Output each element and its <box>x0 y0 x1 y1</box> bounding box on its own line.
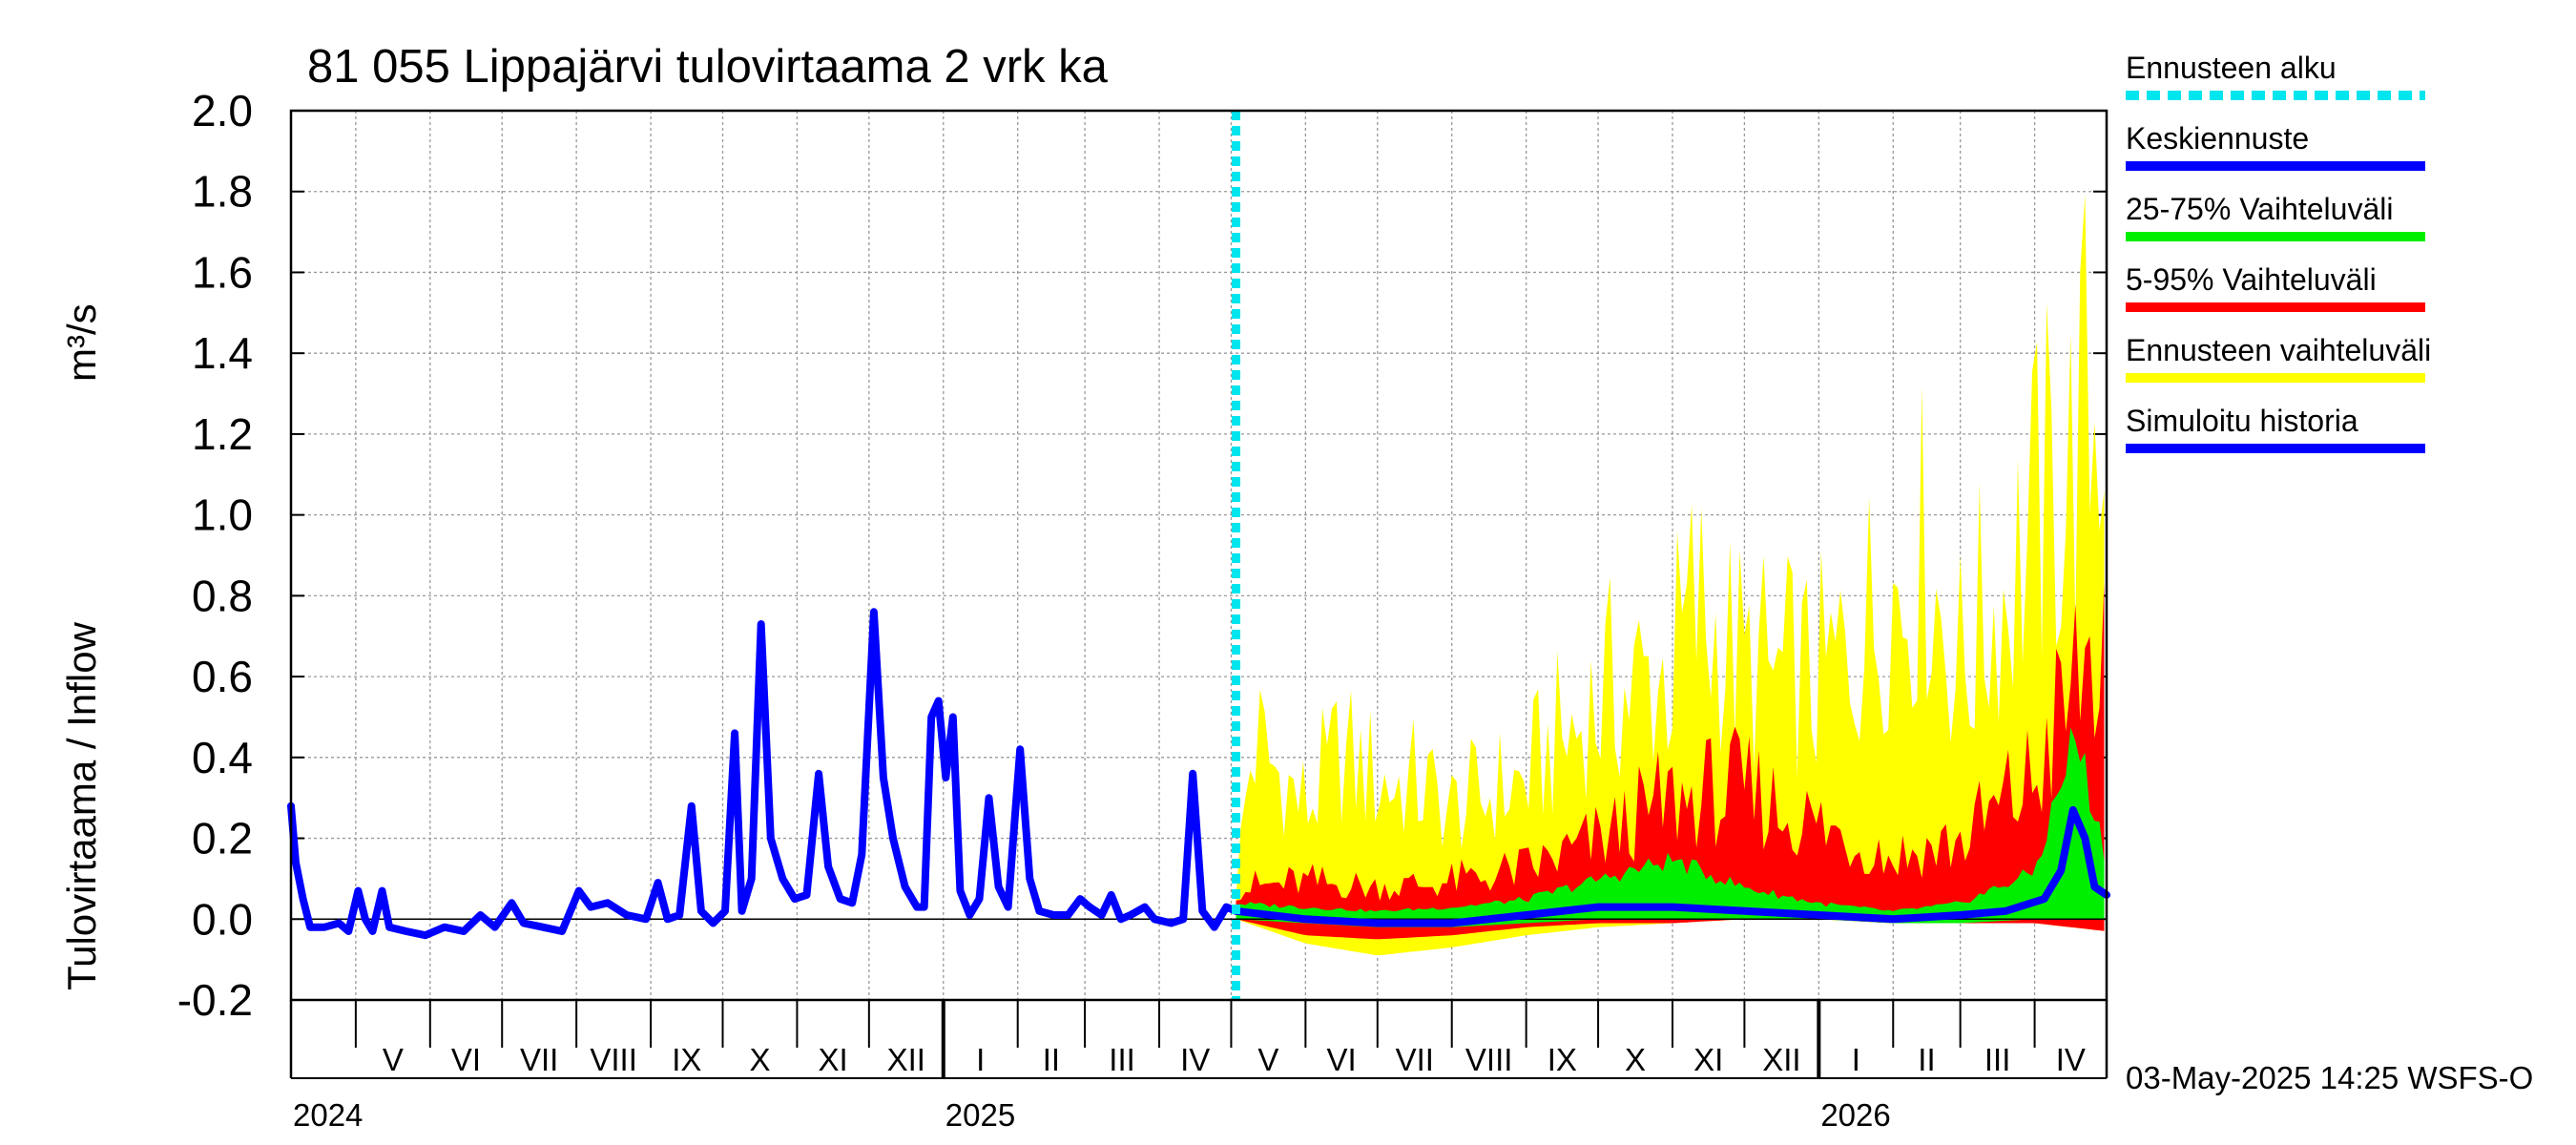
month-label: VIII <box>590 1042 637 1077</box>
year-label: 2024 <box>293 1097 363 1133</box>
y-tick-label: 1.6 <box>192 247 253 297</box>
month-label: IX <box>672 1042 701 1077</box>
month-label: II <box>1918 1042 1935 1077</box>
month-label: VII <box>1396 1042 1434 1077</box>
y-tick-label: 1.4 <box>192 328 253 378</box>
legend-item: 25-75% Vaihteluväli <box>2126 192 2425 241</box>
month-label: III <box>1984 1042 2011 1077</box>
legend-item: Ennusteen vaihteluväli <box>2126 333 2431 383</box>
month-label: V <box>1257 1042 1278 1077</box>
y-tick-label: 0.6 <box>192 652 253 701</box>
month-label: V <box>383 1042 404 1077</box>
y-tick-label: 0.2 <box>192 814 253 864</box>
legend-label: Ennusteen alku <box>2126 51 2337 85</box>
month-label: IV <box>2056 1042 2086 1077</box>
legend-label: Keskiennuste <box>2126 121 2309 156</box>
y-tick-label: 1.8 <box>192 167 253 217</box>
month-label: VIII <box>1465 1042 1513 1077</box>
month-label: I <box>976 1042 985 1077</box>
plot-border <box>289 109 2109 1002</box>
y-tick-label: 0.4 <box>192 733 253 782</box>
chart-title: 81 055 Lippajärvi tulovirtaama 2 vrk ka <box>307 41 1109 93</box>
month-label: X <box>749 1042 770 1077</box>
band-ennusteen-vaihteluv-li <box>1236 194 2105 956</box>
y-tick-labels: -0.2 0.0 0.2 0.4 0.6 0.8 1.0 1.2 1.4 1.6 1.8 2.0 <box>177 86 253 1025</box>
month-label: X <box>1625 1042 1646 1077</box>
y-tick-label: 1.2 <box>192 409 253 459</box>
month-label: XI <box>1693 1042 1723 1077</box>
y-axis-unit: m³/s <box>59 303 104 382</box>
month-label: IV <box>1180 1042 1210 1077</box>
legend-item: 5-95% Vaihteluväli <box>2126 262 2425 312</box>
month-label: VI <box>451 1042 481 1077</box>
month-label: III <box>1109 1042 1135 1077</box>
month-label: XI <box>819 1042 848 1077</box>
x-axis: V VI VII VIII IX X XI XII I II III IV V VI VII VIII IX X X… <box>291 1000 2107 1133</box>
legend-label: 5-95% Vaihteluväli <box>2126 262 2377 297</box>
legend: Ennusteen alku Keskiennuste 25-75% Vaihtel… <box>2126 51 2431 453</box>
month-label: II <box>1043 1042 1060 1077</box>
month-label: VI <box>1326 1042 1356 1077</box>
month-label: XII <box>887 1042 925 1077</box>
month-label: VII <box>520 1042 558 1077</box>
line-keskiennuste <box>1232 805 2110 927</box>
plot-frame <box>289 109 2109 1078</box>
legend-label: Simuloitu historia <box>2126 404 2358 438</box>
month-label: I <box>1852 1042 1860 1077</box>
footer-timestamp: 03-May-2025 14:25 WSFS-O <box>2126 1060 2533 1095</box>
month-label: XII <box>1762 1042 1800 1077</box>
y-axis-title: Tulovirtaama / Inflow <box>59 621 104 990</box>
month-label: IX <box>1548 1042 1577 1077</box>
legend-item: Keskiennuste <box>2126 121 2425 171</box>
y-tick-label: 0.8 <box>192 571 253 620</box>
y-tick-label: 2.0 <box>192 86 253 135</box>
line-simuloitu-historia <box>287 608 1240 940</box>
y-tick-label: -0.2 <box>177 975 253 1025</box>
y-axis-label: Tulovirtaama / Inflow m³/s <box>59 303 104 990</box>
year-label: 2025 <box>945 1097 1015 1133</box>
legend-label: 25-75% Vaihteluväli <box>2126 192 2393 226</box>
legend-item: Simuloitu historia <box>2126 404 2425 453</box>
legend-item: Ennusteen alku <box>2126 51 2425 100</box>
y-tick-label: 0.0 <box>192 894 253 944</box>
series-lines <box>287 111 2110 1000</box>
year-label: 2026 <box>1820 1097 1890 1133</box>
legend-label: Ennusteen vaihteluväli <box>2126 333 2431 367</box>
y-tick-label: 1.0 <box>192 490 253 540</box>
